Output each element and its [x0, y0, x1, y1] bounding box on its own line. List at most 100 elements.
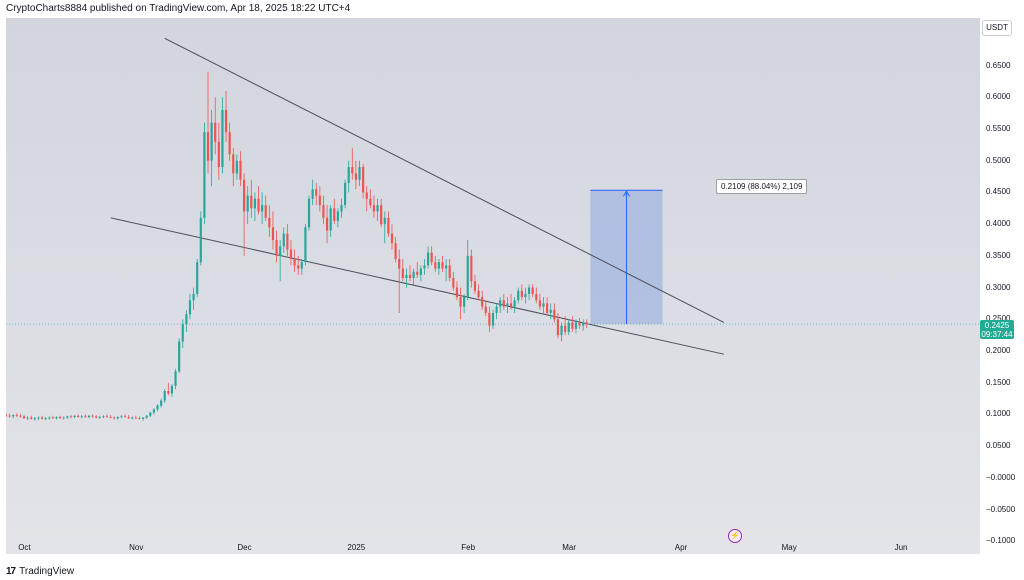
candle-body: [239, 160, 242, 180]
candle-body: [131, 417, 134, 419]
candle-body: [289, 249, 293, 260]
candle-body: [8, 415, 11, 417]
candle: [398, 249, 401, 313]
candle-body: [470, 255, 473, 282]
price-chart[interactable]: Oct Nov Dec 2025 Feb Mar Apr May Jun: [6, 18, 980, 554]
candle: [127, 415, 130, 419]
candle: [495, 303, 498, 320]
candle-body: [527, 287, 531, 294]
candle-body: [77, 415, 80, 417]
candle: [138, 416, 141, 420]
candle-body: [214, 122, 217, 142]
candle: [185, 309, 188, 332]
candle: [80, 415, 83, 419]
candle-body: [203, 132, 206, 218]
candle-body: [484, 306, 487, 313]
candle-body: [329, 208, 332, 231]
x-tick-label: May: [782, 543, 797, 552]
candle: [160, 398, 163, 408]
candle: [509, 293, 513, 310]
candle-body: [51, 417, 54, 419]
candle: [210, 109, 213, 187]
candle-body: [127, 416, 130, 419]
candle-body: [318, 195, 321, 206]
candle: [380, 198, 383, 228]
candle: [289, 240, 293, 266]
candle: [98, 415, 101, 419]
x-tick-label: Oct: [18, 543, 31, 552]
candle: [181, 319, 184, 348]
candle: [246, 186, 249, 225]
candle: [394, 236, 397, 263]
candle-body: [542, 303, 545, 307]
currency-selector[interactable]: USDT: [982, 20, 1012, 36]
candle: [123, 414, 127, 418]
candle: [131, 416, 134, 420]
tradingview-logo[interactable]: 17 TradingView: [6, 566, 74, 577]
candle: [243, 173, 246, 256]
candle-body: [567, 322, 570, 332]
candle-body: [120, 416, 123, 418]
candle: [322, 195, 325, 225]
candle: [105, 414, 109, 418]
candle: [560, 322, 563, 342]
candle: [12, 414, 15, 419]
candle: [329, 205, 332, 237]
candle: [271, 211, 275, 250]
candle: [279, 240, 282, 282]
candle-body: [297, 265, 300, 269]
candle-body: [401, 268, 404, 279]
candle-body: [560, 325, 563, 336]
candle-body: [531, 287, 534, 294]
current-price-value: 0.2425: [984, 321, 1010, 331]
candle: [430, 246, 433, 266]
candle-body: [419, 268, 422, 275]
candle: [87, 415, 91, 419]
candle-body: [138, 418, 141, 420]
candle: [22, 415, 26, 419]
candle: [542, 297, 545, 313]
candle-body: [325, 217, 329, 231]
y-tick-label: 0.4500: [986, 187, 1011, 197]
trendline-lower[interactable]: [110, 217, 724, 355]
candle: [481, 290, 484, 310]
candle-body: [6, 415, 8, 416]
price-axis[interactable]: 0.70000.65000.60000.55000.50000.45000.40…: [980, 18, 1024, 554]
candle-body: [116, 416, 119, 419]
candle: [264, 195, 267, 221]
candle-body: [30, 417, 33, 419]
candle-body: [398, 259, 401, 269]
candle-body: [369, 198, 372, 206]
candle: [304, 224, 307, 266]
candle: [354, 160, 358, 190]
candle-body: [556, 319, 560, 336]
candle: [178, 338, 181, 374]
candle: [170, 384, 174, 397]
candle-body: [506, 303, 509, 307]
candle-body: [376, 205, 379, 212]
trendline-upper[interactable]: [164, 37, 725, 323]
candle-body: [196, 262, 199, 294]
candle: [585, 319, 588, 329]
y-tick-label: −0.1000: [986, 536, 1016, 546]
candle: [477, 284, 480, 301]
candle: [163, 389, 166, 404]
y-tick-label: 0.0500: [986, 441, 1011, 451]
candle-body: [19, 415, 22, 417]
candle: [141, 416, 145, 421]
candle-body: [95, 416, 98, 418]
candle-body: [445, 265, 448, 269]
candle-body: [228, 132, 231, 155]
candle-body: [466, 255, 469, 298]
y-tick-label: −0.0500: [986, 504, 1016, 514]
candle-body: [62, 417, 65, 419]
candle: [59, 415, 62, 419]
y-tick-label: 0.1000: [986, 409, 1011, 419]
candle-body: [524, 293, 527, 298]
candle: [571, 316, 574, 332]
candle: [55, 416, 58, 420]
candle: [517, 287, 520, 304]
candle: [149, 411, 152, 417]
lightning-icon[interactable]: ⚡: [728, 529, 742, 543]
candle: [199, 211, 202, 266]
